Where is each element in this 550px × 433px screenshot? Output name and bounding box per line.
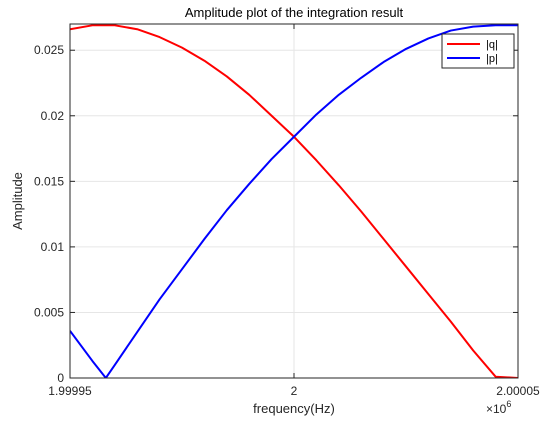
x-axis-multiplier-exponent: 6 [506, 399, 511, 409]
legend-box [441, 33, 515, 69]
series-layer [70, 24, 518, 378]
y-tick-label: 0.025 [34, 43, 64, 57]
chart-title: Amplitude plot of the integration result [185, 5, 404, 20]
y-axis-label: Amplitude [10, 172, 25, 230]
x-axis-label: frequency(Hz) [253, 401, 335, 416]
tick-layer: 0 0.005 0.01 0.015 0.02 0.025 1.99995 2 2.00005 [34, 24, 540, 398]
y-tick-label: 0.005 [34, 305, 64, 319]
y-tick-label: 0 [57, 371, 64, 385]
x-tick-label: 2.00005 [496, 384, 540, 398]
legend-label-p: |p| [486, 53, 498, 65]
y-tick-label: 0.015 [34, 174, 64, 188]
x-tick-label: 1.99995 [48, 384, 92, 398]
series-line-p [70, 24, 518, 378]
y-tick-label: 0.02 [41, 109, 65, 123]
legend: |q| |p| [441, 33, 515, 69]
x-axis-multiplier-base: ×10 [486, 402, 507, 416]
legend-label-q: |q| [486, 39, 498, 51]
y-tick-label: 0.01 [41, 240, 65, 254]
x-axis-multiplier: ×106 [486, 399, 511, 416]
x-tick-label: 2 [291, 384, 298, 398]
